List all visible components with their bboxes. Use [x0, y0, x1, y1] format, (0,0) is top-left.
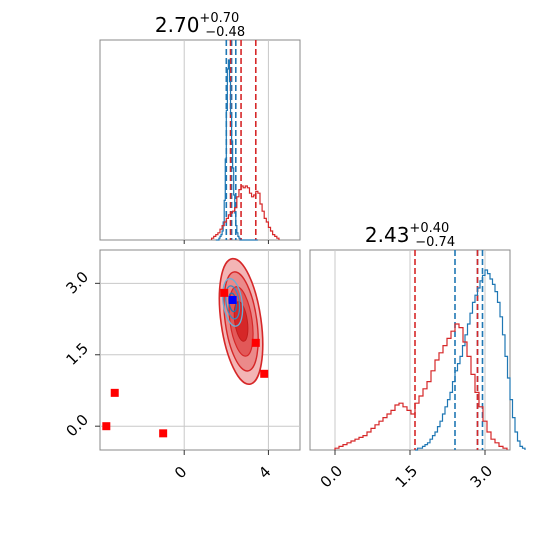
- y-tick-label: 1.5: [62, 339, 92, 369]
- y-tick-label: 3.0: [62, 268, 92, 298]
- quantile-lines: [225, 40, 257, 240]
- title-plus: +0.70: [199, 11, 239, 26]
- marker: [220, 288, 229, 297]
- grid: [100, 250, 300, 450]
- marker: [251, 338, 260, 347]
- title-plus: +0.40: [409, 221, 449, 236]
- x-tick-label: 3.0: [467, 462, 497, 492]
- histogram-step: [215, 59, 258, 241]
- histogram-step: [334, 323, 508, 450]
- x-tick-label: 1.5: [392, 462, 422, 492]
- histogram-step: [415, 269, 526, 451]
- marker: [228, 296, 237, 304]
- y-tick-labels: 0.0 1.5 3.0: [62, 268, 100, 440]
- histogram-series: [210, 59, 280, 241]
- x-tick-label: 0: [171, 463, 190, 482]
- panel-title: 2.70+0.70 −0.48: [155, 11, 245, 40]
- x-tick-labels: 0.0 1.5 3.0: [317, 450, 497, 492]
- marker: [159, 429, 168, 438]
- title-minus: −0.48: [205, 25, 245, 40]
- x-tick-label: 4: [255, 463, 274, 482]
- panel-frame: [99, 39, 301, 241]
- quantile-lines: [414, 250, 484, 450]
- panel-title: 2.43+0.40 −0.74: [365, 221, 455, 250]
- grid: [334, 250, 486, 450]
- title-value: 2.43: [365, 223, 410, 247]
- marker: [260, 369, 269, 378]
- panel-marginal-1: 2.70+0.70 −0.48: [99, 11, 301, 244]
- title-value: 2.70: [155, 13, 200, 37]
- histogram-step: [210, 185, 280, 240]
- panel-frame: [99, 249, 301, 451]
- panel-marginal-2: 0.0 1.5 3.0 2.43+0.40 −0.74: [309, 221, 526, 492]
- marker: [102, 422, 111, 431]
- marker: [110, 388, 119, 397]
- contour-level: [222, 277, 244, 327]
- grid: [183, 40, 269, 244]
- title-minus: −0.74: [415, 235, 455, 250]
- contours: [218, 257, 264, 386]
- histogram-series: [334, 269, 526, 451]
- y-tick-label: 0.0: [62, 411, 92, 441]
- contour-level: [225, 285, 241, 320]
- markers: [102, 288, 269, 438]
- x-tick-label: 0.0: [317, 462, 347, 492]
